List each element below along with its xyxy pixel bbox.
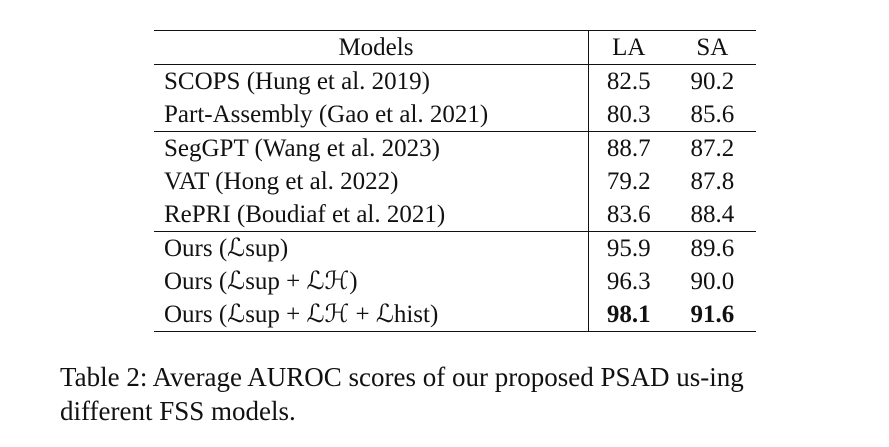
sa-score: 87.2	[690, 135, 735, 162]
header-models: Models	[338, 34, 414, 61]
table-caption: Table 2: Average AUROC scores of our pro…	[60, 362, 744, 426]
table-row: Ours (ℒsup) 95.9 89.6	[154, 231, 756, 265]
table-row: SegGPT (Wang et al. 2023) 88.7 87.2	[154, 131, 756, 165]
la-score: 82.5	[587, 64, 669, 98]
la-score: 80.3	[587, 98, 669, 132]
model-name: SCOPS (Hung et al. 2019)	[164, 68, 430, 95]
la-score: 88.7	[587, 131, 669, 165]
ours-group: Ours (ℒsup) 95.9 89.6 Ours (ℒsup + ℒℋ) 9…	[154, 231, 756, 332]
table-row: VAT (Hong et al. 2022) 79.2 87.8	[154, 165, 756, 198]
la-score: 95.9	[587, 231, 669, 265]
table-row: Ours (ℒsup + ℒℋ) 96.3 90.0	[154, 265, 756, 298]
table-row: SCOPS (Hung et al. 2019) 82.5 90.2	[154, 64, 756, 98]
model-name: SegGPT (Wang et al. 2023)	[164, 135, 440, 162]
table-row: Part-Assembly (Gao et al. 2021) 80.3 85.…	[154, 98, 756, 132]
model-name: VAT (Hong et al. 2022)	[164, 168, 399, 195]
la-score: 96.3	[587, 265, 669, 298]
sa-score-best: 91.6	[690, 301, 735, 328]
model-name: Ours (ℒsup)	[164, 235, 289, 262]
header-sa: SA	[696, 34, 729, 61]
sa-score: 89.6	[690, 235, 735, 262]
model-name: Ours (ℒsup + ℒℋ + ℒhist)	[164, 301, 439, 328]
sa-score: 90.2	[690, 68, 735, 95]
la-score: 79.2	[587, 165, 669, 198]
model-name: RePRI (Boudiaf et al. 2021)	[164, 201, 446, 228]
model-name: Part-Assembly (Gao et al. 2021)	[164, 101, 489, 128]
sa-score: 88.4	[690, 201, 735, 228]
la-score: 83.6	[587, 198, 669, 232]
sa-score: 90.0	[690, 268, 735, 295]
table-row: Ours (ℒsup + ℒℋ + ℒhist) 98.1 91.6	[154, 298, 756, 332]
table-header-row: Models LA SA	[154, 30, 756, 65]
baseline-group: SCOPS (Hung et al. 2019) 82.5 90.2 Part-…	[154, 64, 756, 132]
results-table-container: Models LA SA SCOPS (Hung et al. 2019) 82…	[154, 30, 756, 332]
results-table: Models LA SA SCOPS (Hung et al. 2019) 82…	[154, 30, 756, 332]
sa-score: 85.6	[690, 101, 735, 128]
sa-score: 87.8	[690, 168, 735, 195]
table-row: RePRI (Boudiaf et al. 2021) 83.6 88.4	[154, 198, 756, 232]
model-name: Ours (ℒsup + ℒℋ)	[164, 268, 358, 295]
header-la: LA	[587, 30, 669, 65]
fss-group: SegGPT (Wang et al. 2023) 88.7 87.2 VAT …	[154, 131, 756, 232]
la-score-best: 98.1	[587, 298, 669, 332]
